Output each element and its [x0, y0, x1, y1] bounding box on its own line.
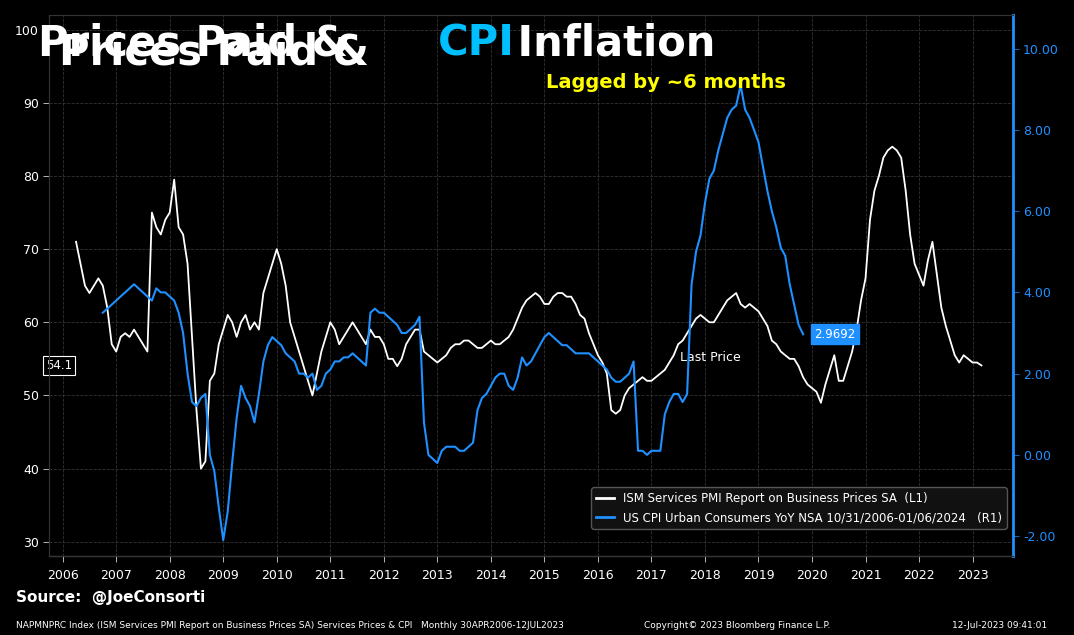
Legend: ISM Services PMI Report on Business Prices SA  (L1), US CPI Urban Consumers YoY : ISM Services PMI Report on Business Pric… [591, 488, 1006, 529]
Text: 12-Jul-2023 09:41:01: 12-Jul-2023 09:41:01 [952, 621, 1047, 630]
Text: Inflation: Inflation [503, 22, 715, 64]
Text: Copyright© 2023 Bloomberg Finance L.P.: Copyright© 2023 Bloomberg Finance L.P. [644, 621, 831, 630]
Text: 54.1: 54.1 [46, 359, 72, 372]
Text: 2.9692: 2.9692 [814, 328, 855, 341]
Text: Prices Paid &: Prices Paid & [59, 31, 383, 73]
Text: Last Price: Last Price [680, 351, 741, 364]
Text: Prices Paid &: Prices Paid & [38, 22, 362, 64]
Text: Lagged by ~6 months: Lagged by ~6 months [546, 73, 786, 92]
Text: CPI: CPI [438, 22, 516, 64]
Text: NAPMNPRC Index (ISM Services PMI Report on Business Prices SA) Services Prices &: NAPMNPRC Index (ISM Services PMI Report … [16, 621, 564, 630]
Text: Source:  @JoeConsorti: Source: @JoeConsorti [16, 589, 205, 605]
